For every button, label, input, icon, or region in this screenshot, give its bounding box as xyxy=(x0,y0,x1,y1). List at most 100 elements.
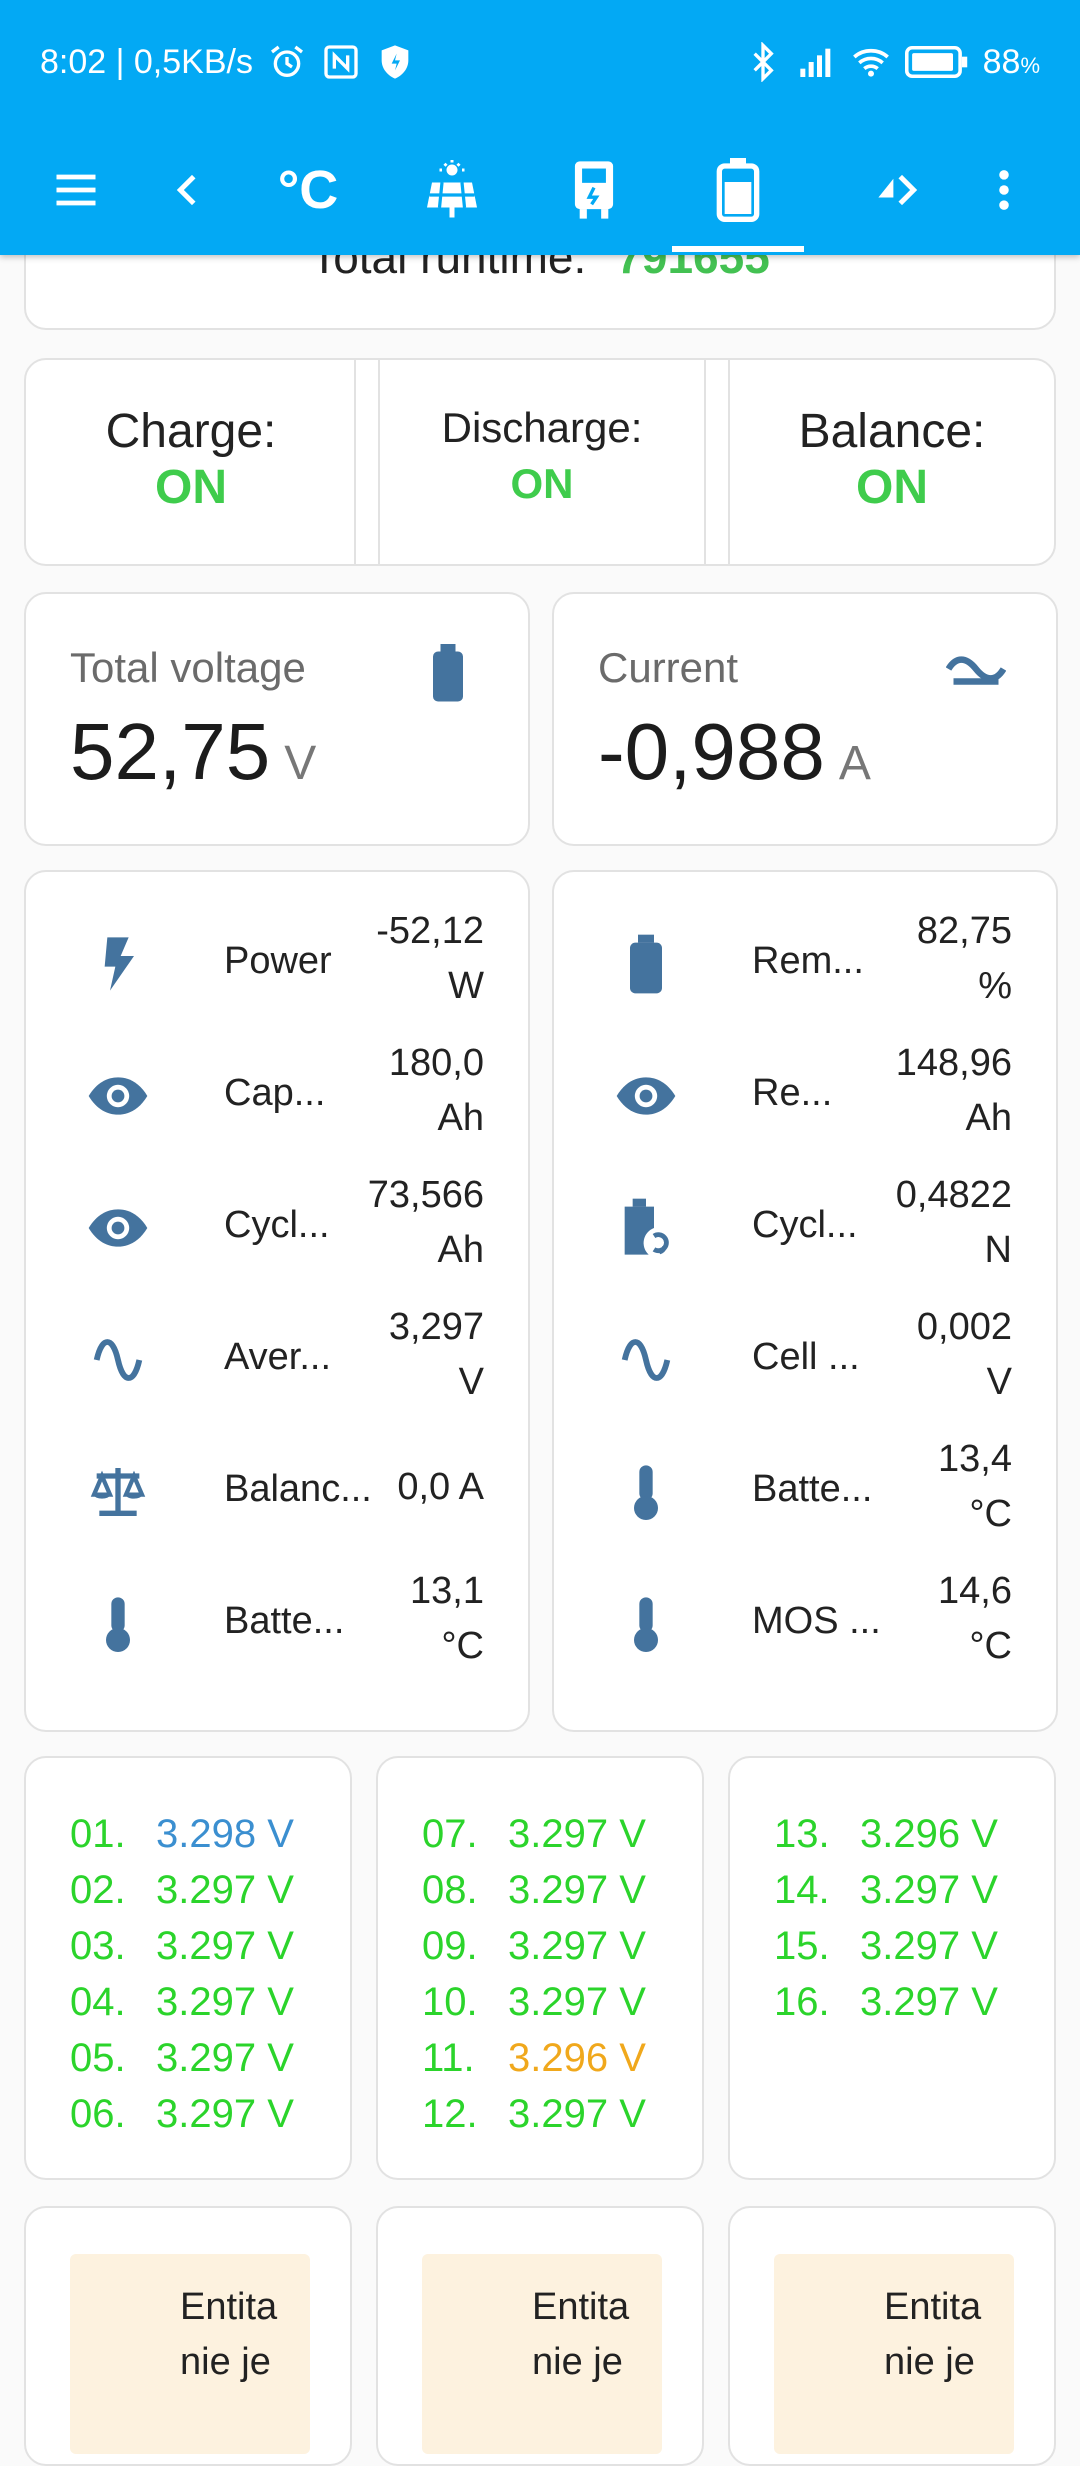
menu-button[interactable] xyxy=(36,150,116,230)
tab-partial[interactable] xyxy=(844,150,924,230)
entity-name: Cell ... xyxy=(752,1336,860,1378)
tab-solar[interactable] xyxy=(412,150,492,230)
cell-voltage: 3.297 V xyxy=(156,1868,294,1912)
entity-name: Power xyxy=(224,940,332,982)
thermometer-icon xyxy=(634,1465,658,1520)
total-voltage-unit: V xyxy=(284,737,317,790)
battery-icon xyxy=(716,158,760,222)
cell-voltage: 3.296 V xyxy=(508,2036,646,2080)
eye-icon xyxy=(616,1077,676,1115)
cell-voltage: 3.297 V xyxy=(860,1980,998,2024)
scale-balance-icon xyxy=(90,1468,146,1516)
alarm-icon xyxy=(270,45,303,77)
cells-card-3: 13. 3.296 V 14. 3.297 V 15. 3.297 V 16. 3.29… xyxy=(728,1756,1056,2180)
entity-name: Balanc... xyxy=(224,1468,372,1510)
warning-card-3: Entita nie je xyxy=(728,2206,1056,2466)
chevron-right-icon xyxy=(898,174,918,206)
cell-voltage: 3.296 V xyxy=(860,1812,998,1856)
entity-row-remaining-capacity[interactable]: Re... 148,96 Ah xyxy=(554,1028,1056,1160)
cell-row: 08. 3.297 V xyxy=(422,1868,646,1912)
app-header: 8:02 | 0,5KB/s 88% °C xyxy=(0,0,1080,255)
thermometer-icon xyxy=(634,1597,658,1652)
warning-card-1: Entita nie je xyxy=(24,2206,352,2466)
entity-row-capacity[interactable]: Cap... 180,0 Ah xyxy=(26,1028,528,1160)
entity-value: 3,297 V xyxy=(388,1306,484,1403)
tab-battery[interactable] xyxy=(698,150,778,230)
cell-voltage: 3.297 V xyxy=(156,1980,294,2024)
discharge-label: Discharge: xyxy=(441,404,643,451)
current-value-line: -0,988 A xyxy=(598,706,871,798)
entity-value: 180,0 Ah xyxy=(388,1042,484,1139)
overflow-menu-button[interactable] xyxy=(964,150,1044,230)
tab-inverter[interactable] xyxy=(554,150,634,230)
battery-percent-suffix: % xyxy=(1020,52,1040,78)
cell-row: 10. 3.297 V xyxy=(422,1980,646,2024)
wifi-icon xyxy=(852,48,889,77)
cell-voltage: 3.297 V xyxy=(860,1868,998,1912)
entity-row-power[interactable]: Power -52,12 W xyxy=(26,896,528,1028)
balance-switch[interactable]: Balance: ON xyxy=(728,360,1056,564)
eye-icon xyxy=(88,1209,148,1247)
entity-value: 0,0 A xyxy=(397,1466,484,1508)
entity-row-average-cell[interactable]: Aver... 3,297 V xyxy=(26,1292,528,1424)
entity-row-cycle-capacity[interactable]: Cycl... 73,566 Ah xyxy=(26,1160,528,1292)
current-card[interactable]: Current -0,988 A xyxy=(552,592,1058,846)
cell-list: 13. 3.296 V 14. 3.297 V 15. 3.297 V 16. 3.29… xyxy=(774,1806,998,2030)
entity-row-battery-temp-2[interactable]: Batte... 13,4 °C xyxy=(554,1424,1056,1556)
cell-row: 11. 3.296 V xyxy=(422,2036,646,2080)
entity-value: 14,6 °C xyxy=(938,1570,1012,1667)
current-value: -0,988 xyxy=(598,707,825,796)
entity-row-cell-delta[interactable]: Cell ... 0,002 V xyxy=(554,1292,1056,1424)
entity-name: Batte... xyxy=(224,1600,345,1642)
entity-name: MOS ... xyxy=(752,1600,881,1642)
entity-name: Cap... xyxy=(224,1072,326,1114)
cell-row: 12. 3.297 V xyxy=(422,2092,646,2136)
entities-card-right: Rem... 82,75% Re... 148,96 Ah Cycl... 0,4… xyxy=(552,870,1058,1732)
entity-row-cycle-count[interactable]: Cycl... 0,4822 N xyxy=(554,1160,1056,1292)
bluetooth-icon xyxy=(753,42,774,82)
total-voltage-value: 52,75 xyxy=(70,707,271,796)
entity-value: 0,002 V xyxy=(916,1306,1012,1403)
entity-value: 0,4822 N xyxy=(895,1174,1012,1271)
entity-not-available-warning: Entita nie je xyxy=(774,2254,1014,2454)
tab-temperature[interactable]: °C xyxy=(268,150,348,230)
entity-value: 82,75% xyxy=(916,910,1012,1007)
charge-state: ON xyxy=(155,461,227,514)
cell-row: 03. 3.297 V xyxy=(70,1924,294,1968)
entity-value: 13,4 °C xyxy=(938,1438,1012,1535)
more-vertical-icon xyxy=(999,170,1009,210)
battery-percent: 88 xyxy=(982,42,1021,81)
total-voltage-value-line: 52,75 V xyxy=(70,706,316,798)
cell-voltage: 3.297 V xyxy=(508,1812,646,1856)
charge-switch[interactable]: Charge: ON xyxy=(26,360,356,564)
total-voltage-card[interactable]: Total voltage 52,75 V xyxy=(24,592,530,846)
lightning-icon xyxy=(104,937,134,991)
chevron-left-icon xyxy=(176,174,196,206)
cell-row: 02. 3.297 V xyxy=(70,1868,294,1912)
battery-status-icon xyxy=(904,46,967,78)
entities-card-left: Power -52,12 W Cap... 180,0 Ah Cycl... 73,… xyxy=(24,870,530,1732)
entity-name: Re... xyxy=(752,1072,833,1114)
scroll-tabs-left-button[interactable] xyxy=(148,150,228,230)
cell-voltage: 3.297 V xyxy=(156,2092,294,2136)
cell-row: 01. 3.298 V xyxy=(70,1812,294,1856)
cell-row: 15. 3.297 V xyxy=(774,1924,998,1968)
balance-state: ON xyxy=(856,461,928,514)
cells-card-2: 07. 3.297 V 08. 3.297 V 09. 3.297 V 10. 3.29… xyxy=(376,1756,704,2180)
entity-name: Cycl... xyxy=(224,1204,330,1246)
entity-row-remaining-percent[interactable]: Rem... 82,75% xyxy=(554,896,1056,1028)
sine-wave-icon xyxy=(621,1339,671,1381)
battery-icon xyxy=(433,644,463,702)
cell-voltage: 3.297 V xyxy=(156,1924,294,1968)
entity-row-battery-temp[interactable]: Batte... 13,1 °C xyxy=(26,1556,528,1688)
scroll-tabs-right-button[interactable] xyxy=(866,150,946,230)
entity-name: Rem... xyxy=(752,940,864,982)
cell-row: 06. 3.297 V xyxy=(70,2092,294,2136)
discharge-switch[interactable]: Discharge: ON xyxy=(378,360,706,564)
current-title: Current xyxy=(598,644,739,691)
entity-name: Cycl... xyxy=(752,1204,858,1246)
entity-value: -52,12 W xyxy=(376,910,484,1007)
thermometer-icon xyxy=(106,1597,130,1652)
entity-row-mos-temp[interactable]: MOS ... 14,6 °C xyxy=(554,1556,1056,1688)
entity-row-balance-current[interactable]: Balanc... 0,0 A xyxy=(26,1424,528,1556)
